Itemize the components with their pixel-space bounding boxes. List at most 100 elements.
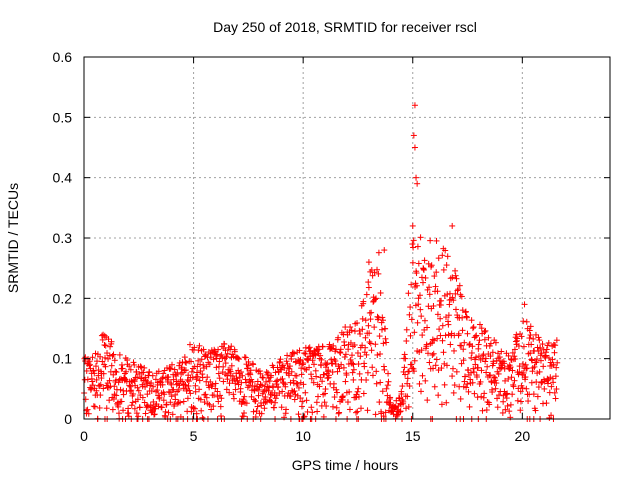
data-point <box>277 356 284 363</box>
data-point <box>242 354 249 361</box>
data-point <box>462 308 469 315</box>
data-point <box>191 405 198 412</box>
data-point <box>188 358 195 365</box>
data-point <box>372 296 379 303</box>
data-point <box>208 383 215 390</box>
data-point <box>524 365 531 372</box>
data-point <box>528 341 535 348</box>
data-point <box>100 370 107 377</box>
data-point <box>545 354 552 361</box>
data-point <box>115 403 122 410</box>
data-point <box>336 349 343 356</box>
data-point <box>203 394 210 401</box>
data-point <box>514 335 521 342</box>
data-point <box>484 363 491 370</box>
data-point <box>552 373 559 380</box>
data-point <box>500 398 507 405</box>
data-point <box>424 324 431 331</box>
data-point <box>449 373 456 380</box>
data-point <box>385 370 392 377</box>
data-point <box>350 376 357 383</box>
data-point <box>311 361 318 368</box>
data-point <box>171 401 178 408</box>
data-point <box>465 367 472 374</box>
data-point <box>415 295 422 302</box>
data-point <box>535 334 542 341</box>
data-point <box>401 351 408 358</box>
data-point <box>363 351 370 358</box>
data-point <box>321 371 328 378</box>
data-point <box>413 174 420 181</box>
data-point <box>431 337 438 344</box>
data-point <box>201 399 208 406</box>
data-point <box>463 384 470 391</box>
data-point <box>426 291 433 298</box>
data-point <box>502 406 509 413</box>
data-point <box>110 371 117 378</box>
data-point <box>261 405 268 412</box>
data-point <box>268 398 275 405</box>
data-point <box>194 373 201 380</box>
data-point <box>490 374 497 381</box>
data-point <box>554 359 561 366</box>
data-point <box>252 397 259 404</box>
data-point <box>319 343 326 350</box>
data-point <box>444 253 451 260</box>
data-point <box>553 337 560 344</box>
data-point <box>263 378 270 385</box>
data-point <box>165 388 172 395</box>
data-point <box>107 343 114 350</box>
data-point <box>504 402 511 409</box>
data-point <box>126 363 133 370</box>
data-point <box>308 371 315 378</box>
data-point <box>472 361 479 368</box>
data-point <box>160 370 167 377</box>
data-point <box>133 410 140 417</box>
data-point <box>268 372 275 379</box>
data-point <box>182 382 189 389</box>
data-point <box>456 282 463 289</box>
data-point <box>161 391 168 398</box>
data-point <box>356 370 363 377</box>
data-point <box>535 384 542 391</box>
data-point <box>526 335 533 342</box>
data-point <box>347 339 354 346</box>
data-point <box>410 244 417 251</box>
data-point <box>445 312 452 319</box>
data-point <box>286 372 293 379</box>
data-point <box>383 385 390 392</box>
data-point <box>450 297 457 304</box>
data-point <box>144 403 151 410</box>
data-point <box>458 360 465 367</box>
data-point <box>163 401 170 408</box>
data-point <box>463 314 470 321</box>
data-point <box>519 385 526 392</box>
data-point <box>131 361 138 368</box>
data-point <box>97 392 104 399</box>
data-point <box>102 363 109 370</box>
data-point <box>434 335 441 342</box>
data-point <box>128 387 135 394</box>
data-point <box>300 381 307 388</box>
data-point <box>350 366 357 373</box>
data-point <box>399 383 406 390</box>
data-point <box>402 371 409 378</box>
data-point <box>170 386 177 393</box>
data-point <box>155 368 162 375</box>
data-point <box>366 330 373 337</box>
data-point <box>180 398 187 405</box>
data-point <box>483 407 490 414</box>
data-point <box>168 381 175 388</box>
data-point <box>466 341 473 348</box>
data-point <box>411 357 418 364</box>
data-point <box>331 394 338 401</box>
data-point <box>317 352 324 359</box>
data-point <box>324 375 331 382</box>
data-point <box>127 383 134 390</box>
data-point <box>443 399 450 406</box>
data-point <box>334 389 341 396</box>
data-point <box>228 343 235 350</box>
data-point <box>538 379 545 386</box>
data-point <box>517 398 524 405</box>
data-point <box>230 395 237 402</box>
